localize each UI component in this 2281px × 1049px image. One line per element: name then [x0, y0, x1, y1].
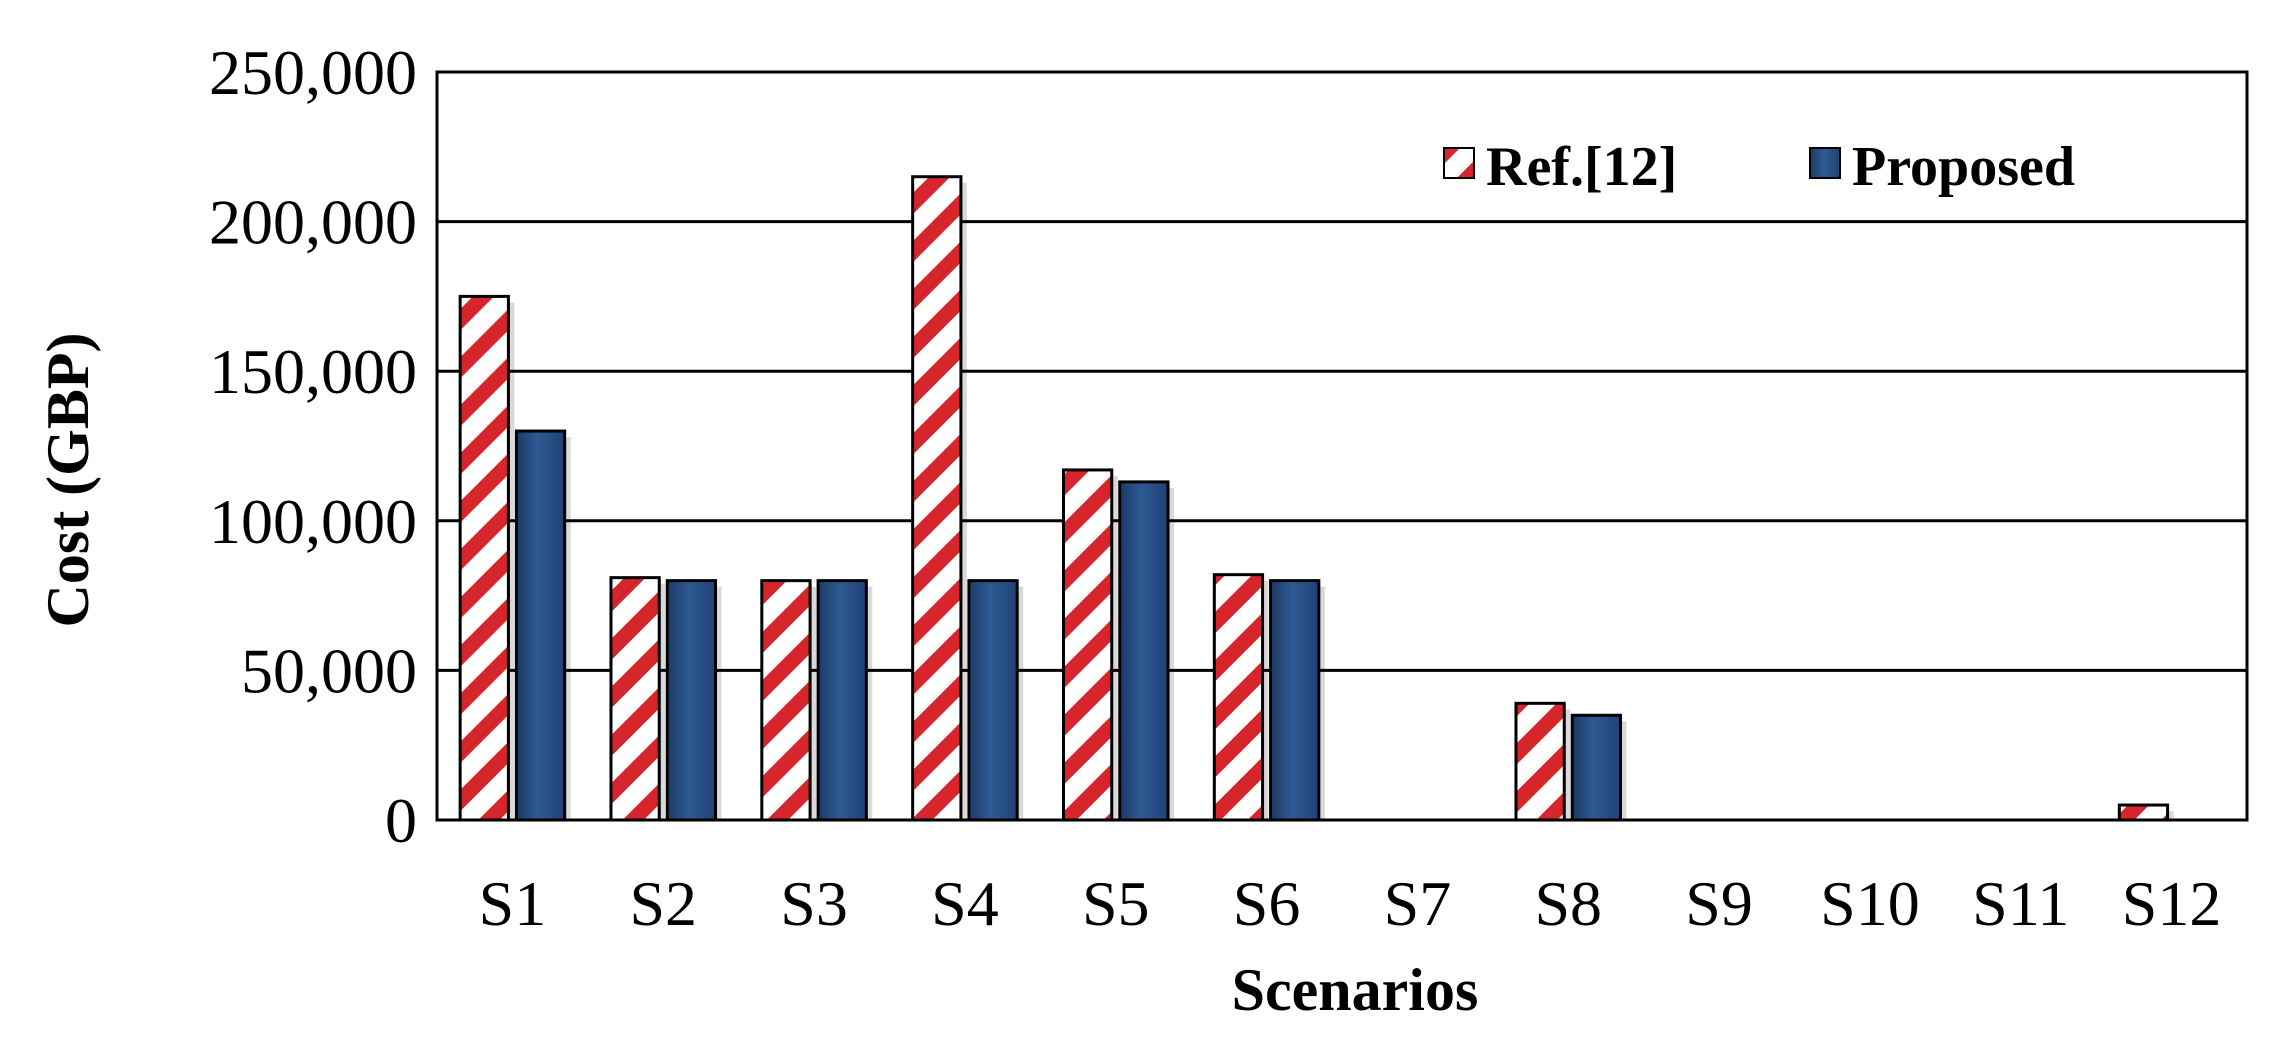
x-tick-label: S11 [1972, 868, 2069, 939]
bar-ref-s5 [1061, 468, 1114, 822]
bar-proposed-s4 [967, 579, 1019, 822]
x-axis-title: Scenarios [1232, 957, 1479, 1023]
legend-swatch-proposed [1809, 147, 1841, 179]
x-tick-label: S2 [629, 868, 697, 939]
bar-proposed-s6 [1269, 579, 1321, 822]
y-tick-label: 150,000 [209, 336, 417, 407]
y-tick-labels: 0 50,000 100,000 150,000 200,000 250,000 [209, 37, 417, 856]
bar-proposed-s2 [665, 579, 718, 822]
x-tick-label: S1 [479, 868, 547, 939]
x-tick-label: S12 [2122, 868, 2222, 939]
bars [458, 175, 2174, 822]
x-tick-label: S8 [1534, 868, 1602, 939]
x-tick-label: S5 [1082, 868, 1150, 939]
bar-ref-s12 [2117, 803, 2170, 822]
bar-proposed-s1 [514, 429, 567, 822]
axes [435, 70, 2249, 822]
x-tick-label: S3 [780, 868, 848, 939]
y-tick-label: 50,000 [241, 635, 417, 706]
x-tick-labels: S1 S2 S3 S4 S5 S6 S7 S8 S9 S10 S11 S12 [479, 868, 2222, 939]
y-tick-label: 200,000 [209, 187, 417, 258]
x-tick-label: S6 [1233, 868, 1301, 939]
x-tick-label: S9 [1685, 868, 1753, 939]
y-tick-label: 0 [385, 785, 417, 856]
bar-ref-s8 [1514, 701, 1566, 822]
legend: Ref.[12] Proposed [1443, 136, 2075, 198]
bar-ref-s3 [760, 579, 812, 822]
bar-proposed-s8 [1570, 713, 1623, 822]
y-axis-title: Cost (GBP) [35, 333, 101, 628]
plot-frame [435, 70, 2249, 822]
x-tick-label: S10 [1820, 868, 1920, 939]
y-tick-label: 100,000 [209, 486, 417, 557]
legend-label-ref: Ref.[12] [1486, 136, 1677, 198]
x-tick-label: S7 [1384, 868, 1452, 939]
legend-label-proposed: Proposed [1852, 136, 2075, 198]
x-tick-label: S4 [931, 868, 999, 939]
bar-proposed-s5 [1118, 480, 1170, 822]
bar-proposed-s3 [816, 579, 868, 822]
bar-ref-s4 [911, 175, 963, 822]
bar-ref-s1 [458, 294, 510, 822]
bar-ref-s6 [1212, 573, 1265, 822]
bar-ref-s2 [609, 576, 661, 822]
y-tick-label: 250,000 [209, 37, 417, 108]
legend-swatch-ref [1443, 147, 1475, 179]
